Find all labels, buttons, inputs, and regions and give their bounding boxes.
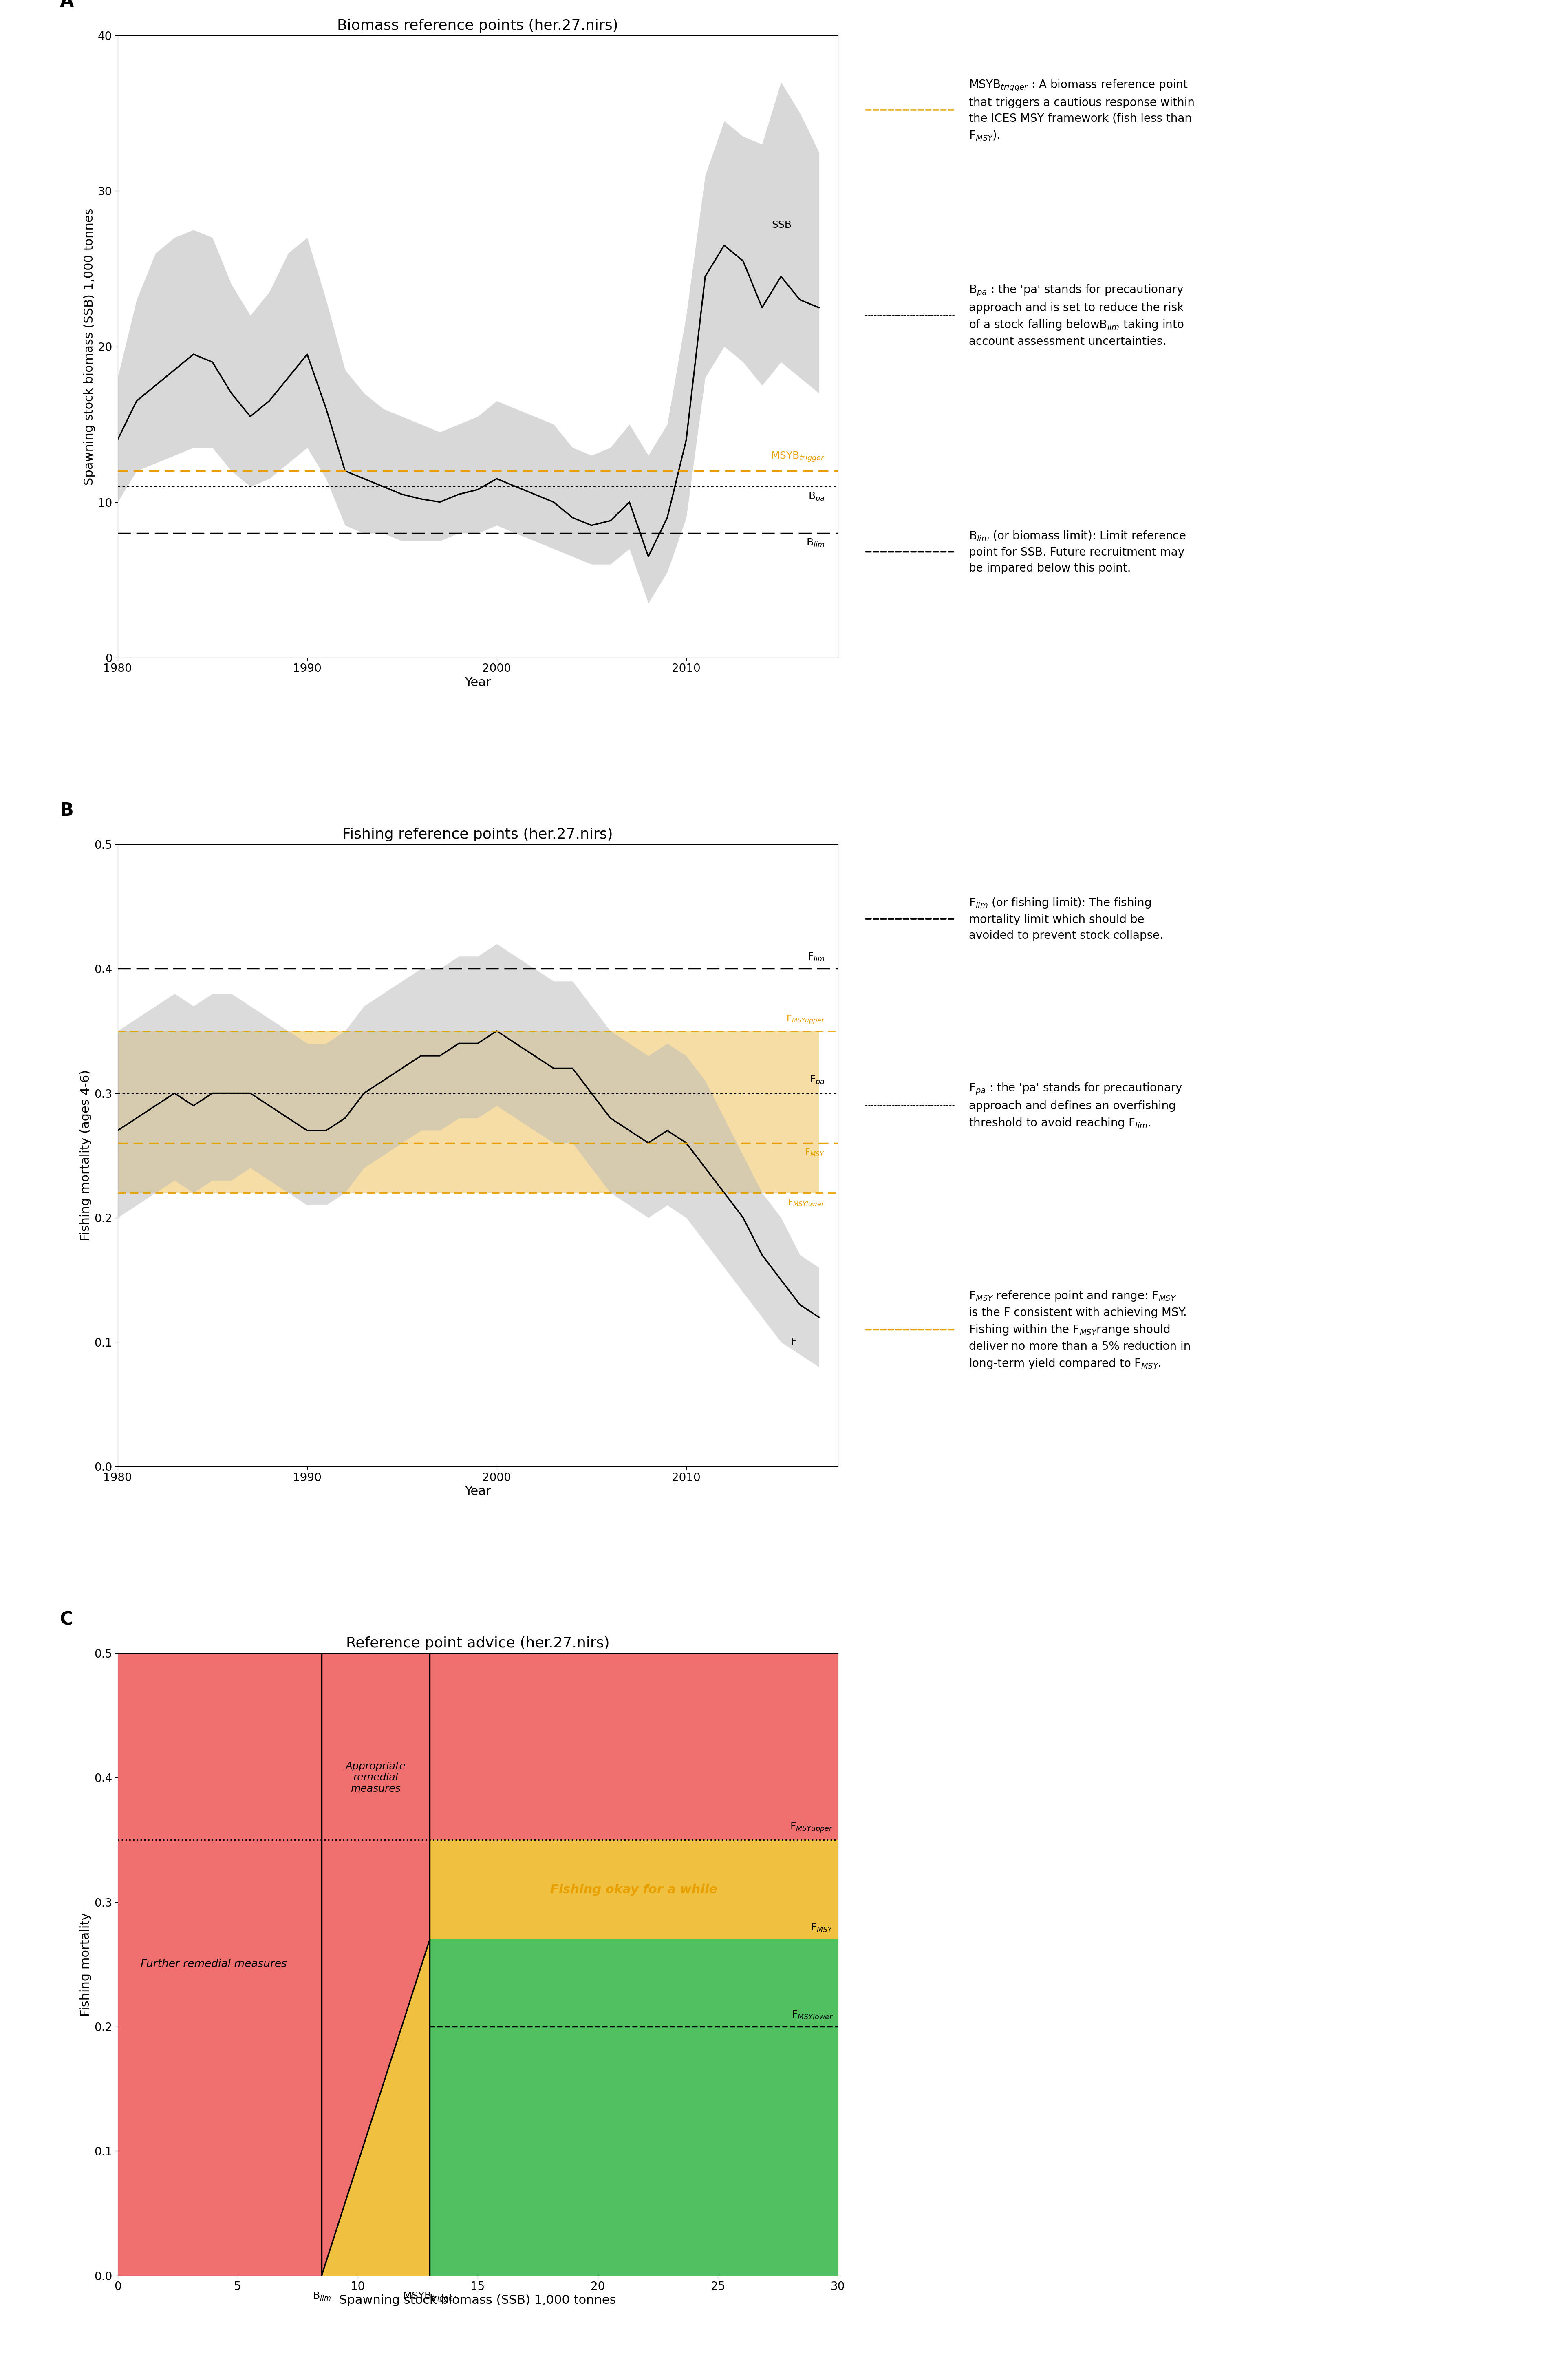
Text: F$_{MSY}$: F$_{MSY}$	[811, 1922, 833, 1934]
Text: A: A	[60, 0, 74, 9]
Text: B$_{lim}$: B$_{lim}$	[806, 538, 825, 549]
Title: Biomass reference points (her.27.nirs): Biomass reference points (her.27.nirs)	[337, 19, 618, 33]
Text: Fishing okay for a while: Fishing okay for a while	[550, 1884, 717, 1896]
X-axis label: Year: Year	[464, 677, 491, 689]
Text: SSB: SSB	[771, 219, 792, 229]
Text: F$_{MSYupper}$: F$_{MSYupper}$	[786, 1014, 825, 1026]
Text: F$_{MSYupper}$: F$_{MSYupper}$	[790, 1820, 833, 1835]
Text: F$_{lim}$ (or fishing limit): The fishing
mortality limit which should be
avoide: F$_{lim}$ (or fishing limit): The fishin…	[969, 896, 1163, 941]
Text: F$_{pa}$ : the 'pa' stands for precautionary
approach and defines an overfishing: F$_{pa}$ : the 'pa' stands for precautio…	[969, 1082, 1182, 1129]
Text: B$_{pa}$ : the 'pa' stands for precautionary
approach and is set to reduce the r: B$_{pa}$ : the 'pa' stands for precautio…	[969, 283, 1184, 347]
Title: Fishing reference points (her.27.nirs): Fishing reference points (her.27.nirs)	[342, 828, 613, 842]
Text: B: B	[60, 802, 74, 818]
Text: B$_{pa}$: B$_{pa}$	[808, 490, 825, 505]
Text: MSYB$_{trigger}$: MSYB$_{trigger}$	[403, 2292, 456, 2304]
Polygon shape	[321, 1938, 430, 2275]
Text: F$_{pa}$: F$_{pa}$	[809, 1075, 825, 1087]
Text: MSYB$_{trigger}$: MSYB$_{trigger}$	[770, 450, 825, 462]
Text: F$_{MSY}$ reference point and range: F$_{MSY}$
is the F consistent with achievin: F$_{MSY}$ reference point and range: F$_…	[969, 1290, 1190, 1370]
Text: Further remedial measures: Further remedial measures	[141, 1959, 287, 1969]
Text: F: F	[790, 1337, 797, 1346]
X-axis label: Spawning stock biomass (SSB) 1,000 tonnes: Spawning stock biomass (SSB) 1,000 tonne…	[339, 2294, 616, 2306]
Text: F$_{lim}$: F$_{lim}$	[808, 953, 825, 962]
Text: Appropriate
remedial
measures: Appropriate remedial measures	[345, 1761, 406, 1794]
Text: B$_{lim}$: B$_{lim}$	[312, 2292, 331, 2301]
Text: F$_{MSYlower}$: F$_{MSYlower}$	[792, 2009, 833, 2021]
Text: C: C	[60, 1611, 74, 1629]
Y-axis label: Spawning stock biomass (SSB) 1,000 tonnes: Spawning stock biomass (SSB) 1,000 tonne…	[83, 208, 96, 486]
Y-axis label: Fishing mortality: Fishing mortality	[80, 1912, 93, 2016]
Text: B$_{lim}$ (or biomass limit): Limit reference
point for SSB. Future recruitment : B$_{lim}$ (or biomass limit): Limit refe…	[969, 531, 1185, 573]
Text: MSYB$_{trigger}$ : A biomass reference point
that triggers a cautious response w: MSYB$_{trigger}$ : A biomass reference p…	[969, 78, 1195, 141]
Text: F$_{MSYlower}$: F$_{MSYlower}$	[787, 1198, 825, 1207]
Y-axis label: Fishing mortality (ages 4-6): Fishing mortality (ages 4-6)	[80, 1071, 93, 1240]
X-axis label: Year: Year	[464, 1486, 491, 1497]
Title: Reference point advice (her.27.nirs): Reference point advice (her.27.nirs)	[347, 1636, 610, 1651]
Text: F$_{MSY}$: F$_{MSY}$	[804, 1148, 825, 1158]
